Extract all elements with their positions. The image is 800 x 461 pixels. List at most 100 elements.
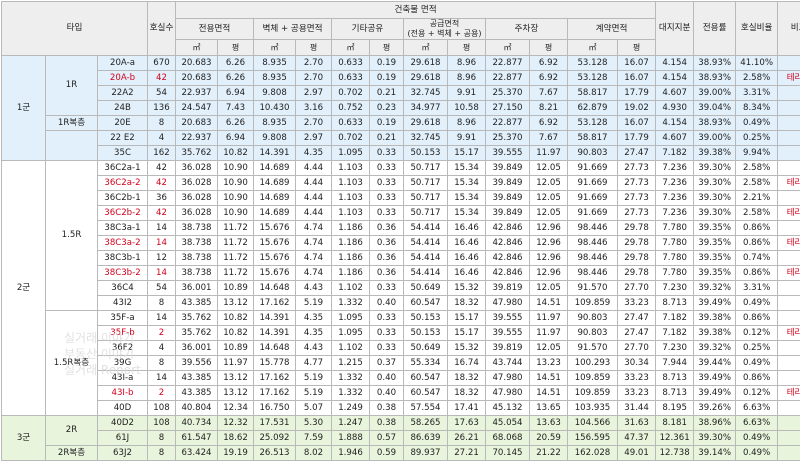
value-cell: 0.40 <box>370 371 404 386</box>
value-cell: 39.35% <box>694 266 736 281</box>
value-cell: 12.32 <box>218 416 254 431</box>
value-cell: 8.713 <box>656 371 694 386</box>
value-cell: 98.446 <box>568 251 618 266</box>
value-cell: 29.78 <box>618 266 656 281</box>
value-cell: 6.94 <box>218 131 254 146</box>
value-cell: 8.96 <box>448 116 486 131</box>
value-cell: 0.86% <box>736 311 778 326</box>
value-cell: 18.32 <box>448 296 486 311</box>
value-cell: 0.633 <box>332 56 370 71</box>
value-cell: 13.12 <box>218 371 254 386</box>
value-cell: 39.30% <box>694 161 736 176</box>
value-cell: 2.97 <box>296 131 332 146</box>
value-cell: 39.38% <box>694 146 736 161</box>
value-cell: 0.19 <box>370 71 404 86</box>
note-cell <box>778 221 800 236</box>
note-cell <box>778 416 800 431</box>
value-cell: 10.89 <box>218 341 254 356</box>
value-cell: 0.49% <box>736 431 778 446</box>
value-cell: 53.128 <box>568 71 618 86</box>
value-cell: 8.21 <box>530 101 568 116</box>
value-cell: 17.531 <box>254 416 296 431</box>
note-cell <box>778 311 800 326</box>
value-cell: 5.19 <box>296 296 332 311</box>
value-cell: 17.63 <box>448 416 486 431</box>
value-cell: 0.33 <box>370 161 404 176</box>
value-cell: 13.65 <box>530 401 568 416</box>
value-cell: 109.859 <box>568 386 618 401</box>
value-cell: 11.97 <box>530 326 568 341</box>
note-cell <box>778 191 800 206</box>
value-cell: 17.162 <box>254 371 296 386</box>
value-cell: 4.607 <box>656 86 694 101</box>
value-cell: 22.877 <box>486 56 530 71</box>
type-cell: 38C3a-1 <box>98 221 148 236</box>
value-cell: 4.43 <box>296 281 332 296</box>
header-unit-ratio: 호실비율 <box>736 2 778 56</box>
value-cell: 15.778 <box>254 356 296 371</box>
value-cell: 0.38 <box>370 416 404 431</box>
value-cell: 14.391 <box>254 326 296 341</box>
value-cell: 12.05 <box>530 161 568 176</box>
value-cell: 25.092 <box>254 431 296 446</box>
value-cell: 6.26 <box>218 71 254 86</box>
units-cell: 2 <box>148 386 176 401</box>
value-cell: 39.555 <box>486 326 530 341</box>
note-cell: 테라스 <box>778 71 800 86</box>
table-header: 타입 호실수 건축물 면적 대지지분 전용률 호실비율 비고 전용면적 벽체 +… <box>2 2 800 56</box>
value-cell: 39.849 <box>486 161 530 176</box>
value-cell: 47.37 <box>618 431 656 446</box>
units-cell: 42 <box>148 206 176 221</box>
value-cell: 8.34% <box>736 101 778 116</box>
value-cell: 39.00% <box>694 86 736 101</box>
units-cell: 162 <box>148 146 176 161</box>
value-cell: 0.21 <box>370 131 404 146</box>
units-cell: 14 <box>148 266 176 281</box>
value-cell: 36.001 <box>176 281 218 296</box>
value-cell: 39.38% <box>694 311 736 326</box>
value-cell: 1.215 <box>332 356 370 371</box>
header-supply: 공급면적(전용 + 벽체 + 공용) <box>404 19 486 40</box>
value-cell: 38.738 <box>176 266 218 281</box>
note-cell <box>778 356 800 371</box>
value-cell: 2.70 <box>296 116 332 131</box>
value-cell: 0.33 <box>370 206 404 221</box>
note-cell <box>778 131 800 146</box>
value-cell: 100.293 <box>568 356 618 371</box>
value-cell: 6.63% <box>736 416 778 431</box>
type-cell: 36C2b-1 <box>98 191 148 206</box>
header-other-common: 기타공유 <box>332 19 404 40</box>
value-cell: 20.683 <box>176 56 218 71</box>
value-cell: 34.977 <box>404 101 448 116</box>
value-cell: 22.877 <box>486 116 530 131</box>
value-cell: 0.33 <box>370 326 404 341</box>
value-cell: 38.93% <box>694 56 736 71</box>
value-cell: 2.58% <box>736 206 778 221</box>
value-cell: 0.19 <box>370 116 404 131</box>
value-cell: 0.36 <box>370 251 404 266</box>
value-cell: 60.547 <box>404 296 448 311</box>
note-cell: 테라스 <box>778 206 800 221</box>
value-cell: 0.59 <box>370 446 404 461</box>
value-cell: 0.36 <box>370 221 404 236</box>
units-cell: 8 <box>148 356 176 371</box>
value-cell: 32.745 <box>404 131 448 146</box>
value-cell: 4.74 <box>296 221 332 236</box>
value-cell: 39.849 <box>486 191 530 206</box>
value-cell: 12.96 <box>530 266 568 281</box>
value-cell: 9.91 <box>448 131 486 146</box>
value-cell: 0.86% <box>736 266 778 281</box>
value-cell: 3.31% <box>736 86 778 101</box>
value-cell: 7.67 <box>530 86 568 101</box>
units-cell: 14 <box>148 236 176 251</box>
value-cell: 16.07 <box>618 116 656 131</box>
value-cell: 39.849 <box>486 206 530 221</box>
value-cell: 8.935 <box>254 116 296 131</box>
note-cell: 테라스 <box>778 386 800 401</box>
value-cell: 50.649 <box>404 281 448 296</box>
